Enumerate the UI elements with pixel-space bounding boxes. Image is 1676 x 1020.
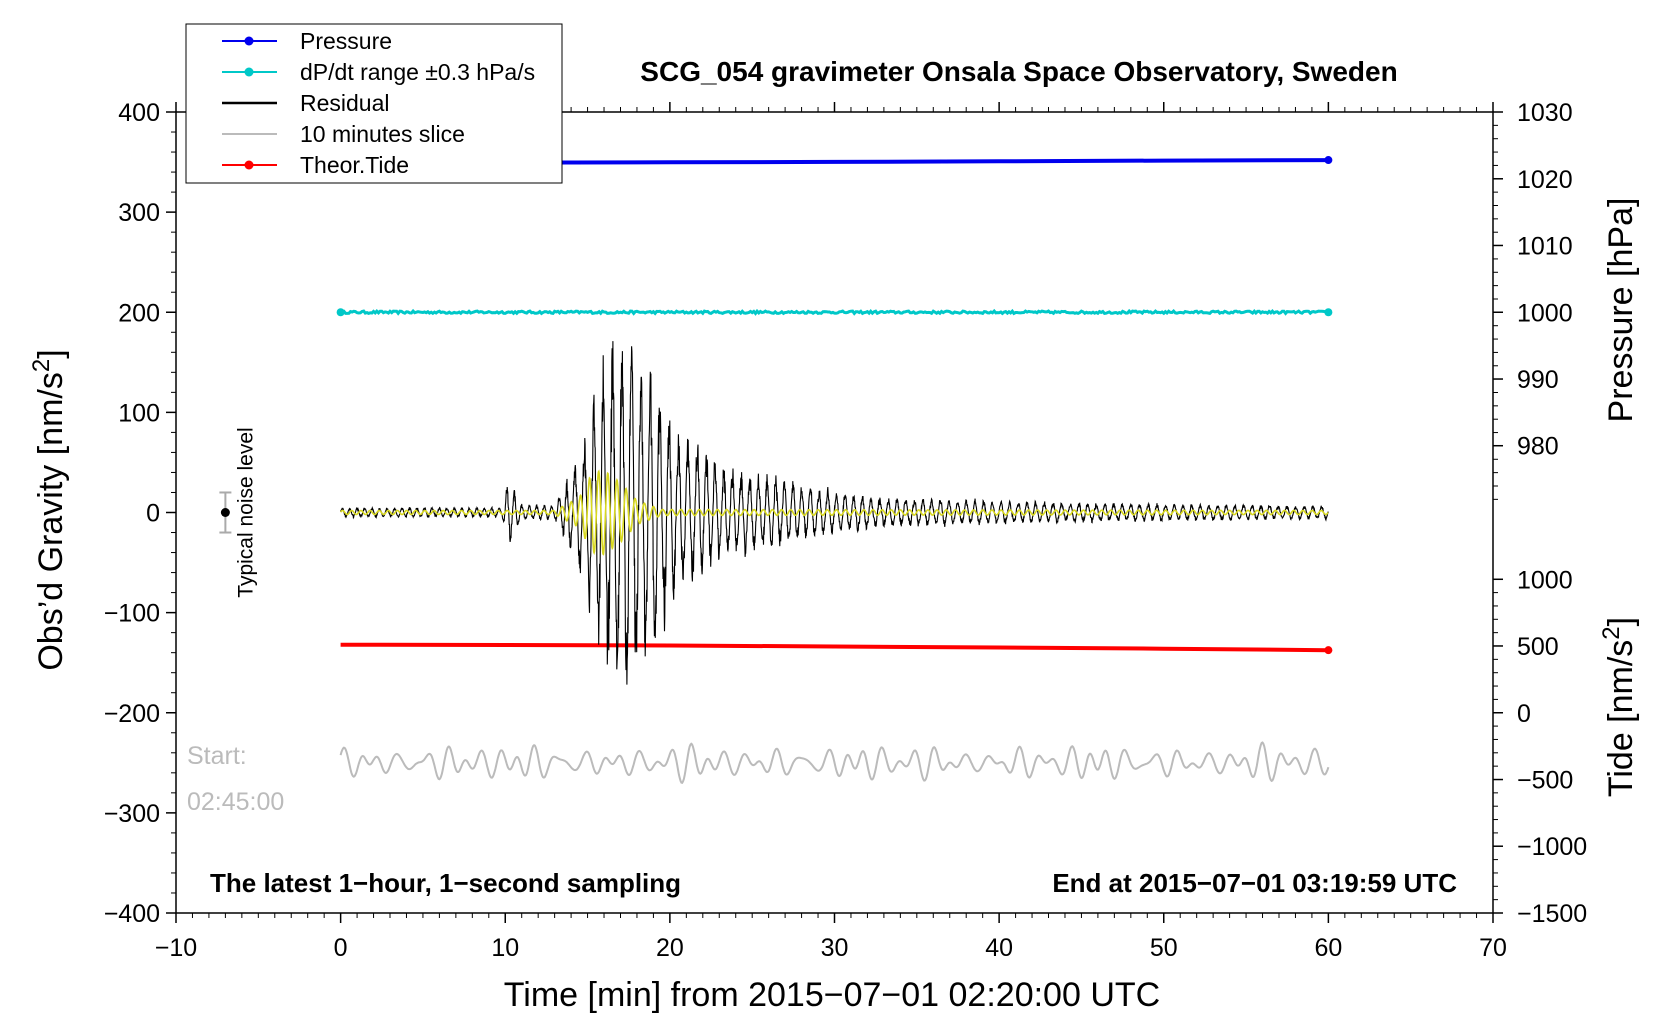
tide-tick-label: 500	[1517, 633, 1559, 661]
tide-tick-label: 1000	[1517, 566, 1573, 594]
x-tick-label: 30	[821, 934, 849, 962]
dpdt-end-marker	[1324, 308, 1333, 317]
legend-marker	[244, 67, 254, 77]
x-tick-label: 70	[1479, 934, 1507, 962]
y-tick-label: 400	[118, 99, 160, 127]
pressure-tick-label: 1020	[1517, 166, 1573, 194]
y-tick-label: 0	[146, 500, 160, 528]
x-tick-label: 10	[491, 934, 519, 962]
pressure-tick-label: 1000	[1517, 299, 1573, 327]
y-tick-label: −100	[104, 600, 160, 628]
y-tick-label: 100	[118, 399, 160, 427]
y-tick-label: −400	[104, 900, 160, 928]
y-tick-label: 300	[118, 199, 160, 227]
legend-label: 10 minutes slice	[300, 121, 465, 147]
tide-tick-label: −500	[1517, 767, 1573, 795]
start-label: Start:	[187, 742, 247, 770]
dpdt-start-marker	[336, 308, 345, 317]
legend-marker	[244, 160, 254, 170]
series-line-tide	[340, 642, 1329, 653]
pressure-end-marker	[1324, 156, 1333, 165]
tide-tick-label: −1000	[1517, 833, 1587, 861]
chart-title: SCG_054 gravimeter Onsala Space Observat…	[640, 56, 1397, 87]
x-tick-label: 50	[1150, 934, 1178, 962]
pressure-tick-label: 1010	[1517, 232, 1573, 260]
pressure-tick-label: 980	[1517, 433, 1559, 461]
tide-tick-label: −1500	[1517, 900, 1587, 928]
pressure-tick-label: 990	[1517, 366, 1559, 394]
annotation-sampling: The latest 1−hour, 1−second sampling	[210, 868, 681, 898]
x-tick-label: 60	[1314, 934, 1342, 962]
y-axis-label-pressure: Pressure [hPa]	[1602, 198, 1640, 423]
series-line-slice	[339, 741, 1330, 784]
x-tick-label: 20	[656, 934, 684, 962]
tide-tick-label: 0	[1517, 700, 1531, 728]
legend: Pressure dP/dt range ±0.3 hPa/s Residual 10…	[185, 23, 563, 184]
legend-marker	[244, 36, 254, 46]
y-axis-label-tide: Tide [nm/s2]	[1598, 617, 1641, 797]
legend-label: Pressure	[300, 28, 392, 54]
x-axis-label: Time [min] from 2015−07−01 02:20:00 UTC	[504, 976, 1160, 1014]
series-line-dpdt	[339, 308, 1328, 316]
tide-end-marker	[1324, 646, 1333, 655]
legend-label: dP/dt range ±0.3 hPa/s	[300, 59, 535, 85]
y-tick-label: −200	[104, 700, 160, 728]
y-tick-label: 200	[118, 299, 160, 327]
pressure-tick-label: 1030	[1517, 99, 1573, 127]
legend-label: Residual	[300, 90, 390, 116]
legend-label: Theor.Tide	[300, 152, 409, 178]
annotation-end-time: End at 2015−07−01 03:19:59 UTC	[1052, 868, 1457, 898]
y-axis-label-gravity: Obs’d Gravity [nm/s2]	[28, 349, 71, 670]
x-tick-label: −10	[155, 934, 197, 962]
noise-label: Typical noise level	[234, 427, 257, 597]
noise-marker-point	[220, 508, 230, 517]
y-tick-label: −300	[104, 800, 160, 828]
series-line-filtered	[339, 469, 1329, 556]
start-time: 02:45:00	[187, 788, 284, 816]
x-tick-label: 40	[985, 934, 1013, 962]
x-tick-label: 0	[334, 934, 348, 962]
